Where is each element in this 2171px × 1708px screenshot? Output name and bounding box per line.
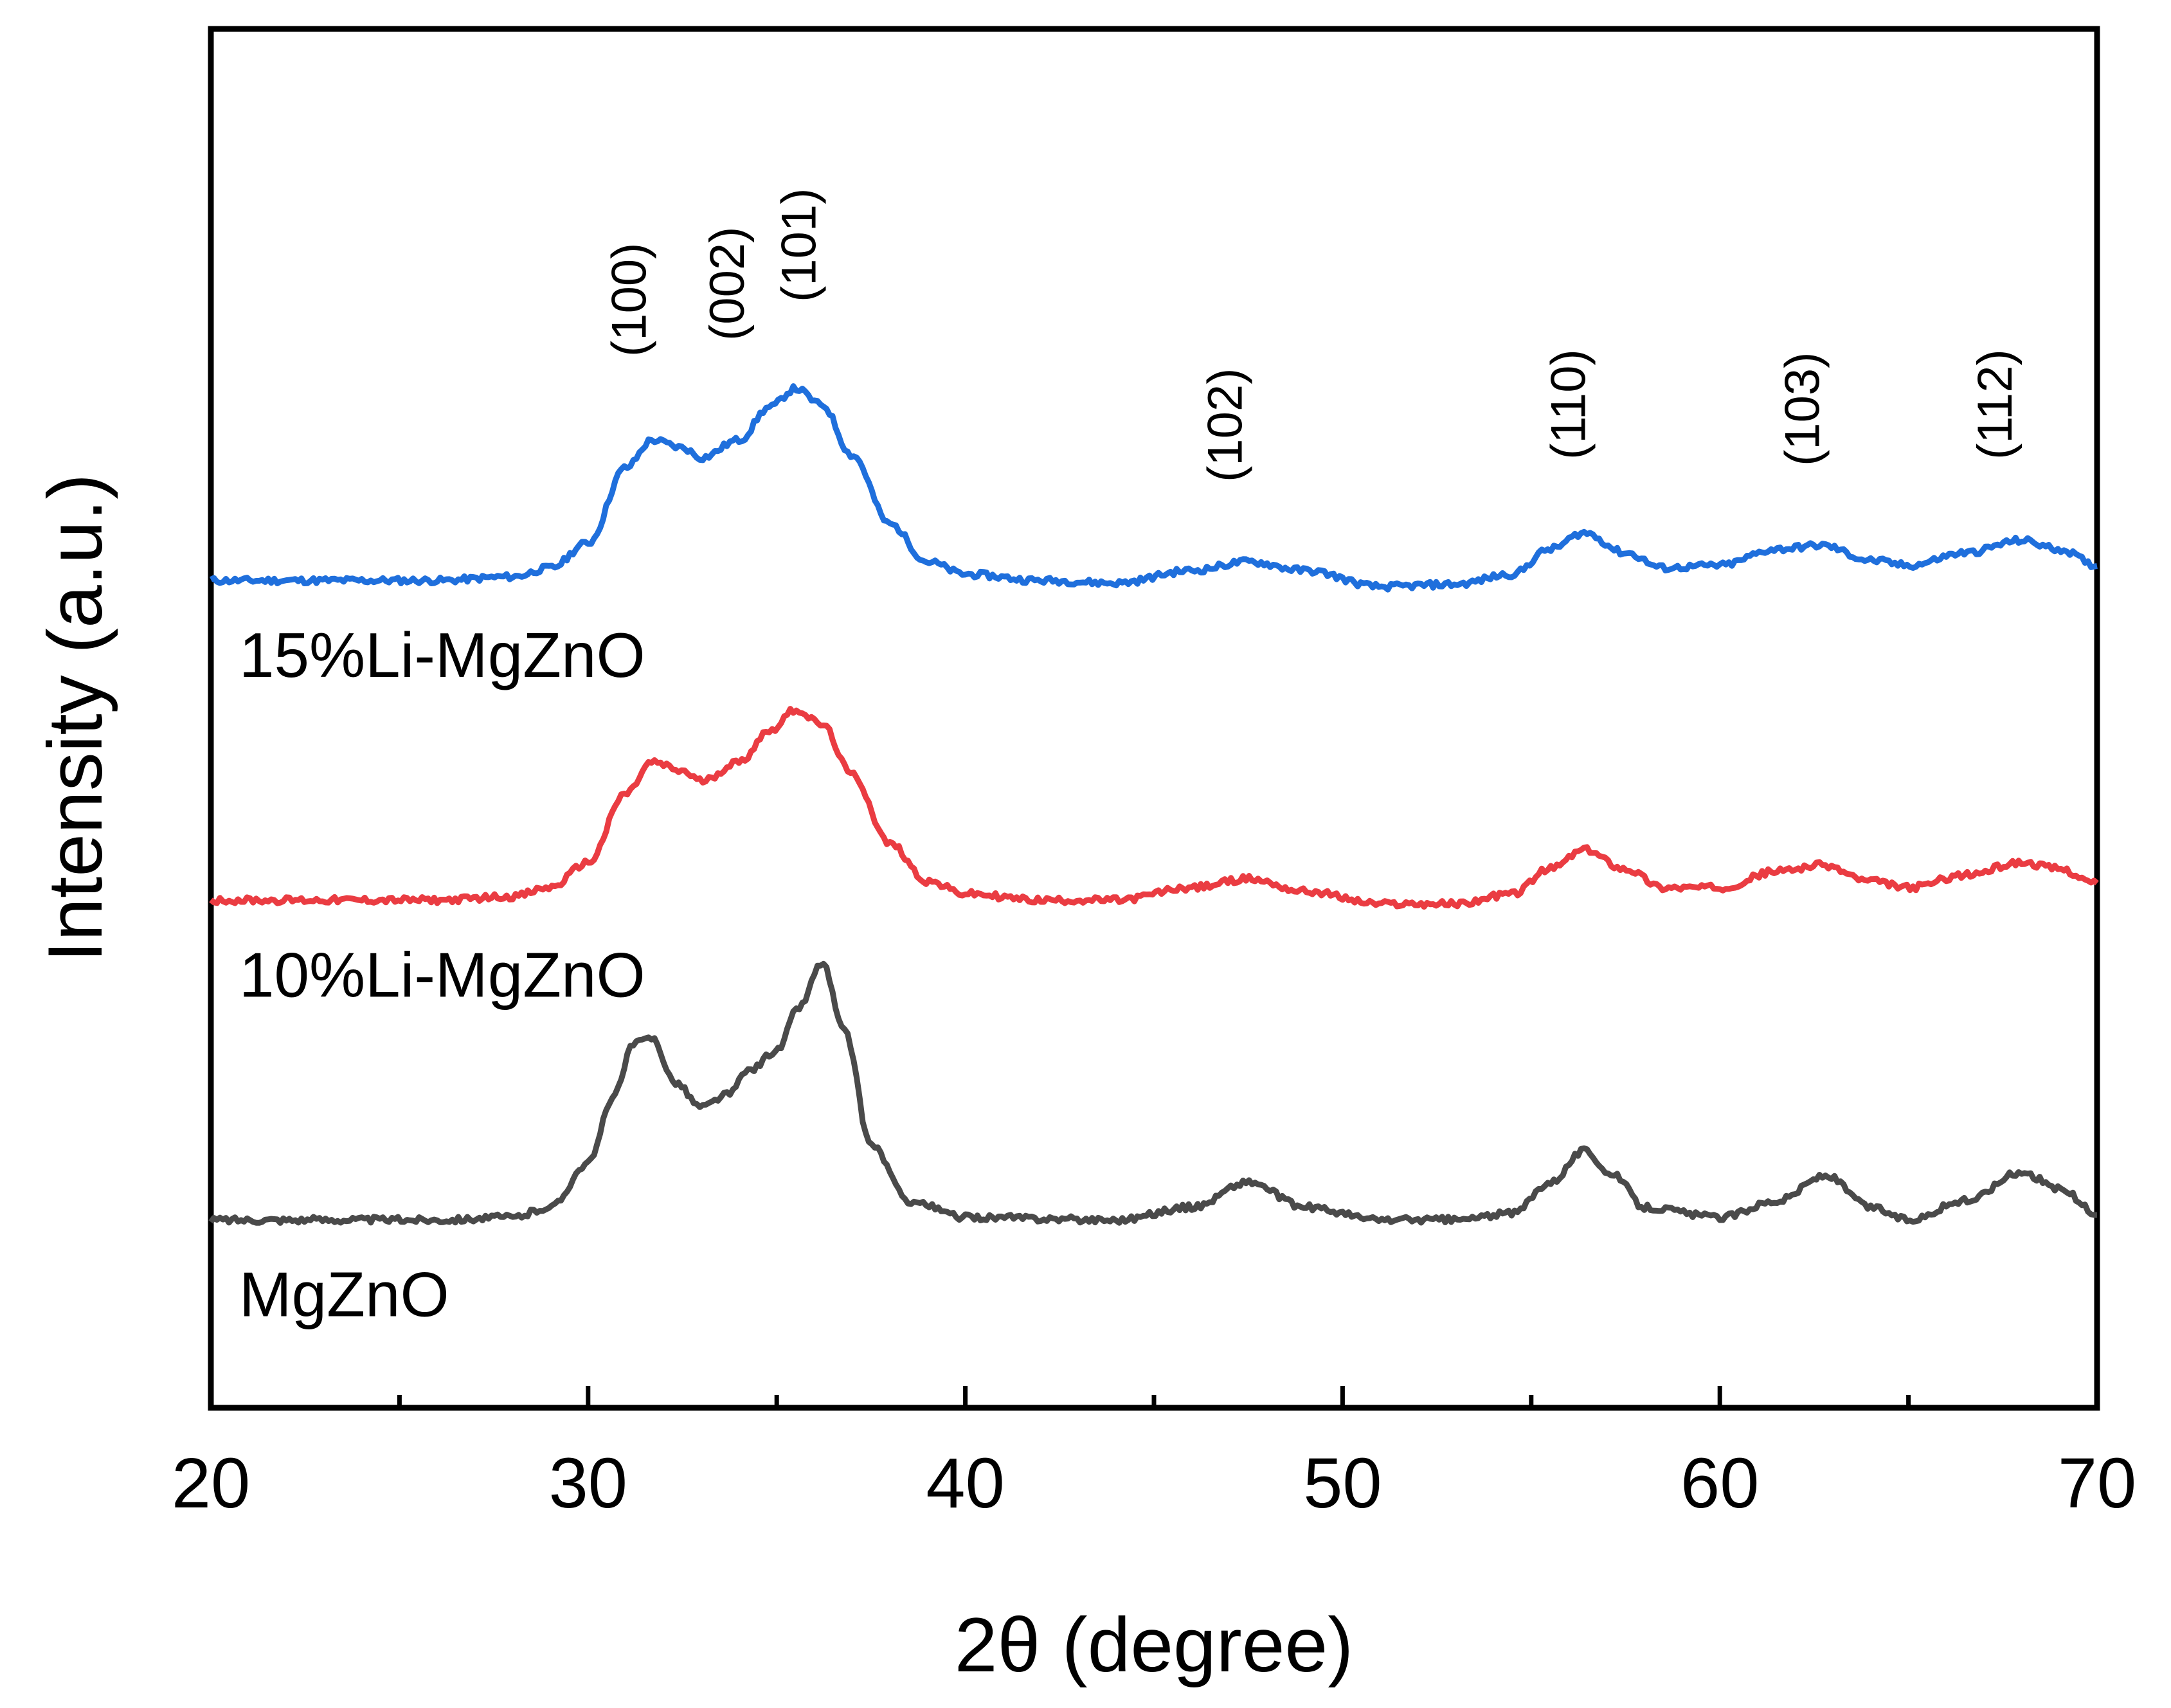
peak-label: (103) xyxy=(1776,352,1830,466)
series-curves xyxy=(208,383,2099,1226)
series-label: 10%Li-MgZnO xyxy=(239,939,645,1010)
series-line xyxy=(209,706,2099,910)
series-label: MgZnO xyxy=(239,1259,449,1330)
y-axis-title: Intensity (a.u.) xyxy=(32,474,118,962)
x-tick-label: 20 xyxy=(172,1444,250,1523)
series-label: 15%Li-MgZnO xyxy=(239,620,645,690)
peak-label: (110) xyxy=(1542,349,1596,460)
x-axis-title: 2θ (degree) xyxy=(955,1602,1353,1688)
x-axis-ticks: 20 30 40 50 60 70 xyxy=(172,1386,2136,1523)
x-tick-label: 30 xyxy=(549,1444,627,1523)
peak-label: (002) xyxy=(700,227,755,341)
plot-area-frame xyxy=(208,26,2100,1411)
x-tick-label: 60 xyxy=(1680,1444,1759,1523)
series-line xyxy=(209,383,2098,593)
peak-label: (102) xyxy=(1198,368,1253,482)
series-line xyxy=(208,960,2098,1226)
series-labels: 15%Li-MgZnO 10%Li-MgZnO MgZnO xyxy=(239,620,645,1330)
x-tick-label: 40 xyxy=(926,1444,1004,1523)
peak-labels: (100) (002) (101) (102) (110) (103) (112) xyxy=(602,188,2022,482)
x-tick-label: 70 xyxy=(2058,1444,2136,1523)
peak-label: (112) xyxy=(1968,349,2022,460)
x-tick-label: 50 xyxy=(1303,1444,1382,1523)
peak-label: (100) xyxy=(602,243,657,357)
peak-label: (101) xyxy=(772,188,827,302)
